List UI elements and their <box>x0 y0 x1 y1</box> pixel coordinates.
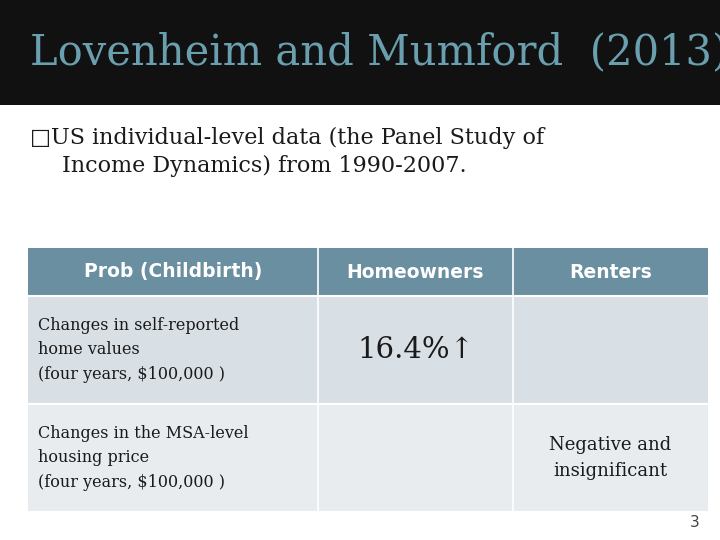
Text: Changes in self-reported
home values
(four years, $100,000 ): Changes in self-reported home values (fo… <box>38 316 239 383</box>
Text: Income Dynamics) from 1990-2007.: Income Dynamics) from 1990-2007. <box>62 155 467 177</box>
Bar <box>28 296 708 404</box>
Text: Negative and
insignificant: Negative and insignificant <box>549 436 672 480</box>
Text: Prob (Childbirth): Prob (Childbirth) <box>84 262 262 281</box>
Text: Changes in the MSA-level
housing price
(four years, $100,000 ): Changes in the MSA-level housing price (… <box>38 424 248 491</box>
Text: 16.4%↑: 16.4%↑ <box>357 336 474 364</box>
Text: Renters: Renters <box>569 262 652 281</box>
Text: Lovenheim and Mumford  (2013): Lovenheim and Mumford (2013) <box>30 31 720 73</box>
Text: Homeowners: Homeowners <box>347 262 485 281</box>
Bar <box>0 0 720 105</box>
Text: 3: 3 <box>690 515 700 530</box>
Bar <box>28 404 708 512</box>
Text: □US individual-level data (the Panel Study of: □US individual-level data (the Panel Stu… <box>30 127 544 149</box>
Bar <box>28 248 708 296</box>
